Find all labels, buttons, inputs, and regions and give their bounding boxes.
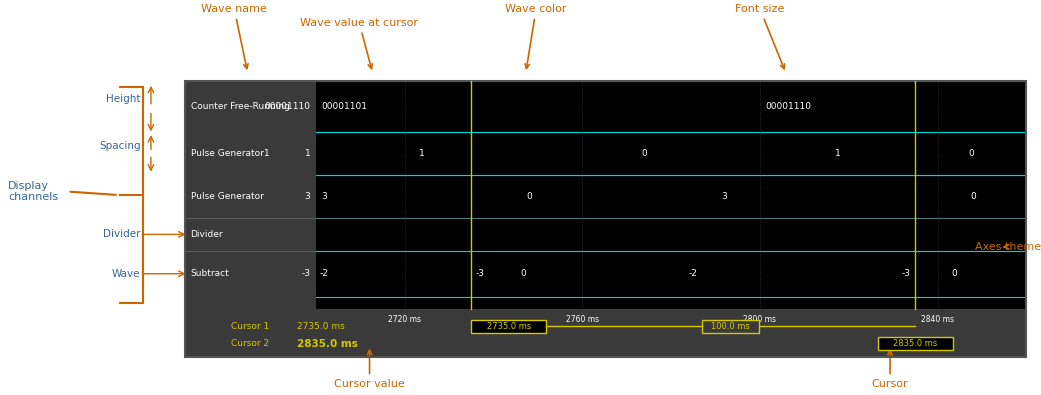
Text: Wave name: Wave name: [201, 4, 268, 68]
Text: Font size: Font size: [735, 4, 785, 69]
Text: Cursor 2: Cursor 2: [231, 339, 270, 348]
Text: Cursor 1: Cursor 1: [231, 322, 270, 331]
Text: 2720 ms: 2720 ms: [388, 314, 421, 324]
Text: 0: 0: [970, 192, 976, 201]
Text: 1: 1: [305, 149, 310, 158]
Text: Pulse Generator1: Pulse Generator1: [191, 149, 270, 158]
Text: -3: -3: [903, 269, 911, 278]
Text: 0: 0: [950, 269, 957, 278]
Bar: [185, 81, 1026, 357]
Text: 0: 0: [520, 269, 526, 278]
Text: 2735.0 ms: 2735.0 ms: [297, 322, 345, 331]
Text: 0: 0: [968, 149, 973, 158]
Text: 100.0 ms: 100.0 ms: [711, 322, 751, 331]
Bar: [315, 81, 1026, 309]
Text: Axes theme: Axes theme: [974, 242, 1041, 252]
Text: -2: -2: [689, 269, 697, 278]
Text: 3: 3: [721, 192, 728, 201]
Bar: [185, 309, 1026, 357]
Text: Spacing: Spacing: [99, 141, 141, 151]
Text: 1: 1: [835, 149, 840, 158]
Text: Wave value at cursor: Wave value at cursor: [300, 18, 418, 69]
Text: Display
channels: Display channels: [8, 181, 58, 202]
Bar: [185, 81, 315, 309]
Text: -3: -3: [476, 269, 485, 278]
Text: -3: -3: [302, 269, 310, 278]
Text: 2800 ms: 2800 ms: [743, 314, 777, 324]
Text: Cursor: Cursor: [871, 350, 909, 389]
Text: 2835.0 ms: 2835.0 ms: [297, 339, 358, 349]
Text: 2760 ms: 2760 ms: [565, 314, 599, 324]
Text: 00001110: 00001110: [264, 102, 310, 111]
Text: 2835.0 ms: 2835.0 ms: [893, 339, 938, 348]
Bar: [702, 320, 759, 333]
Text: 2735.0 ms: 2735.0 ms: [486, 322, 531, 331]
Text: Subtract: Subtract: [191, 269, 229, 278]
Text: 0: 0: [526, 192, 532, 201]
Text: 0: 0: [641, 149, 648, 158]
Text: Height: Height: [106, 94, 141, 104]
Text: Divider: Divider: [103, 229, 141, 239]
Bar: [472, 320, 547, 333]
Text: Pulse Generator: Pulse Generator: [191, 192, 263, 201]
Text: Wave: Wave: [112, 269, 141, 279]
Text: 3: 3: [321, 192, 327, 201]
Text: 2840 ms: 2840 ms: [921, 314, 955, 324]
Text: Divider: Divider: [191, 230, 223, 239]
Text: Cursor value: Cursor value: [334, 350, 405, 389]
Text: 00001101: 00001101: [321, 102, 366, 111]
Text: Counter Free-Running: Counter Free-Running: [191, 102, 289, 111]
Text: -2: -2: [320, 269, 329, 278]
Text: Wave color: Wave color: [505, 4, 567, 68]
Text: 00001110: 00001110: [765, 102, 811, 111]
Text: 1: 1: [420, 149, 425, 158]
Bar: [878, 337, 953, 350]
Text: 3: 3: [305, 192, 310, 201]
